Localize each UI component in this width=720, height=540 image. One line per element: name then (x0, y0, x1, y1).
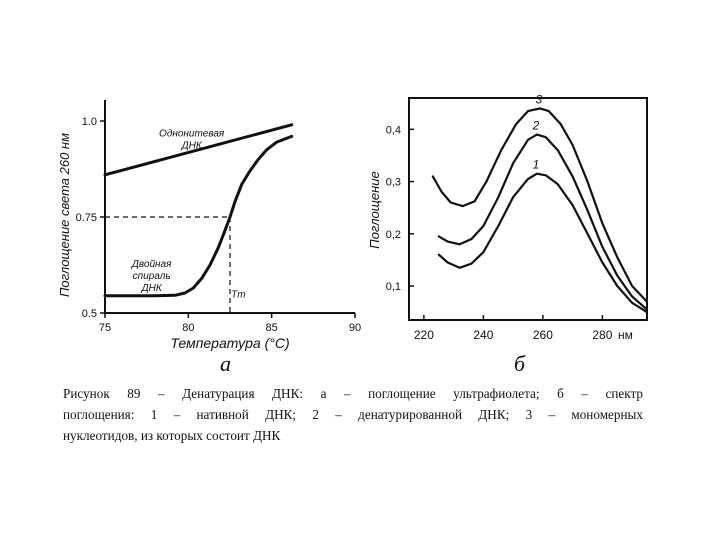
chart-a-annotation: Tm (231, 290, 245, 301)
chart-a-annotation: Двойная спираль ДНК (131, 259, 172, 294)
chart-a-y-tick-label: 0.75 (76, 212, 97, 224)
chart-b: 220 240 260 280 0,1 0,2 0,3 0,4 Поглощение нм 1… (367, 92, 649, 342)
caption-line-3: нуклеотидов, из которых состоит ДНК (63, 428, 281, 443)
chart-b-series-label-2: 2 (532, 119, 540, 133)
figure-caption: Рисунок 89 – Денатурация ДНК: а – поглощ… (63, 383, 643, 446)
chart-a-x-tick-label: 75 (99, 322, 111, 334)
chart-b-axes (408, 97, 648, 321)
panel-label-a: а (220, 351, 231, 376)
chart-a-x-tick-label: 90 (349, 322, 361, 334)
chart-a-annotation: Однонитевая ДНК (159, 128, 225, 151)
caption-line-2: поглощения: 1 – нативной ДНК; 2 – денату… (63, 407, 643, 422)
chart-a-x-tick-label: 80 (182, 322, 194, 334)
chart-b-y-tick-label: 0,4 (386, 124, 401, 136)
chart-a-axes (104, 100, 355, 314)
chart-b-series-line-1 (437, 172, 649, 314)
chart-a-y-tick-label: 0.5 (82, 308, 97, 320)
chart-a-series-line-1 (103, 123, 294, 177)
chart-a-y-tick-label: 1.0 (82, 116, 97, 128)
chart-b-x-tick-label: 260 (533, 328, 553, 342)
chart-b-y-tick-label: 0,2 (386, 229, 401, 241)
chart-b-x-unit: нм (618, 328, 633, 342)
chart-b-series-line-3 (431, 107, 649, 303)
panel-label-b: б (514, 351, 526, 376)
chart-b-y-tick-label: 0,1 (386, 281, 401, 293)
chart-b-ylabel: Поглощение (367, 171, 382, 248)
caption-line-1: Рисунок 89 – Денатурация ДНК: а – поглощ… (63, 386, 643, 401)
chart-b-series-label-3: 3 (536, 92, 543, 106)
chart-a-ylabel: Поглощение света 260 нм (57, 133, 72, 297)
chart-b-x-tick-label: 240 (473, 328, 493, 342)
chart-b-series-label-1: 1 (533, 158, 540, 172)
chart-a: 75 80 85 90 0.5 0.75 1.0 Поглощение света 260 … (57, 100, 361, 351)
chart-a-xlabel: Температура (°С) (170, 335, 289, 351)
chart-b-frame (408, 97, 648, 321)
chart-b-y-tick-label: 0,3 (386, 177, 401, 189)
chart-b-x-tick-label: 280 (592, 328, 612, 342)
chart-a-x-tick-label: 85 (266, 322, 278, 334)
chart-a-series-line-2 (103, 134, 294, 298)
chart-b-series-line-2 (437, 133, 649, 311)
chart-b-x-tick-label: 220 (414, 328, 434, 342)
